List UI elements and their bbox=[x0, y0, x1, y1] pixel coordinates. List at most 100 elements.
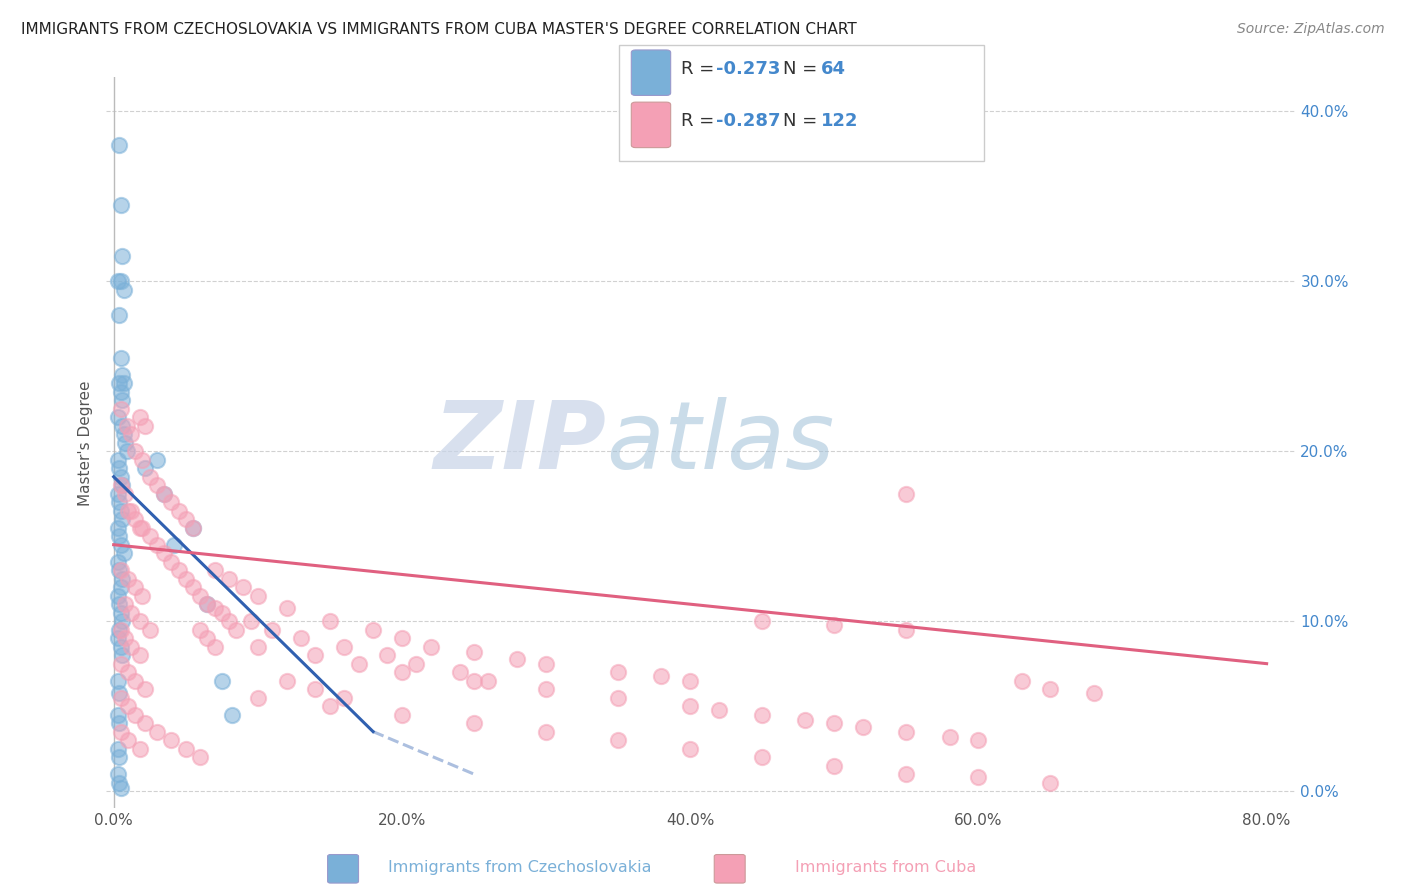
Point bbox=[110, 478, 132, 492]
Point bbox=[896, 724, 918, 739]
Point bbox=[751, 750, 773, 764]
Text: ZIP: ZIP bbox=[433, 397, 606, 489]
Point bbox=[377, 648, 399, 662]
Text: -0.287: -0.287 bbox=[716, 112, 780, 130]
Point bbox=[751, 614, 773, 628]
Point bbox=[110, 640, 132, 654]
Point bbox=[124, 580, 146, 594]
Point bbox=[794, 713, 817, 727]
Point bbox=[138, 469, 160, 483]
Point bbox=[107, 452, 129, 467]
Point bbox=[114, 435, 136, 450]
Point bbox=[361, 623, 384, 637]
Point bbox=[204, 640, 226, 654]
Point bbox=[607, 665, 630, 680]
Point bbox=[188, 623, 211, 637]
Point bbox=[204, 563, 226, 577]
Point bbox=[111, 512, 134, 526]
Point bbox=[679, 741, 702, 756]
Point bbox=[107, 741, 129, 756]
Point bbox=[114, 597, 136, 611]
Point bbox=[276, 600, 298, 615]
Point bbox=[823, 758, 845, 772]
Point bbox=[319, 614, 342, 628]
Point bbox=[163, 538, 186, 552]
Point bbox=[134, 716, 156, 731]
Point bbox=[110, 563, 132, 577]
Point bbox=[111, 368, 134, 382]
Point bbox=[108, 376, 131, 391]
Point bbox=[110, 538, 132, 552]
Point bbox=[120, 640, 142, 654]
Point bbox=[239, 614, 262, 628]
Point bbox=[938, 730, 960, 744]
Point bbox=[107, 589, 129, 603]
Point bbox=[124, 707, 146, 722]
Point bbox=[506, 651, 529, 665]
Point bbox=[110, 606, 132, 620]
Point bbox=[896, 487, 918, 501]
Point bbox=[823, 617, 845, 632]
Point bbox=[110, 724, 132, 739]
Point bbox=[211, 673, 233, 688]
Point bbox=[181, 580, 204, 594]
Point bbox=[246, 640, 269, 654]
Point bbox=[463, 716, 485, 731]
Point bbox=[218, 614, 240, 628]
Point bbox=[1039, 775, 1062, 789]
Point bbox=[823, 716, 845, 731]
Point bbox=[134, 461, 156, 475]
Point bbox=[110, 384, 132, 399]
Point bbox=[160, 733, 183, 747]
Point bbox=[107, 631, 129, 645]
Point bbox=[108, 750, 131, 764]
Point bbox=[896, 767, 918, 781]
Point bbox=[391, 707, 413, 722]
Point bbox=[131, 589, 153, 603]
Point bbox=[114, 487, 136, 501]
Point bbox=[211, 606, 233, 620]
Point bbox=[347, 657, 370, 671]
Point bbox=[463, 645, 485, 659]
Point bbox=[110, 690, 132, 705]
Text: N =: N = bbox=[783, 60, 823, 78]
Point bbox=[174, 512, 197, 526]
Point bbox=[134, 682, 156, 697]
Text: R =: R = bbox=[681, 60, 720, 78]
Point bbox=[110, 351, 132, 365]
Point bbox=[1039, 682, 1062, 697]
Point bbox=[153, 487, 176, 501]
Point bbox=[108, 775, 131, 789]
Point bbox=[167, 563, 190, 577]
Y-axis label: Master's Degree: Master's Degree bbox=[79, 380, 93, 506]
Point bbox=[120, 606, 142, 620]
Point bbox=[108, 716, 131, 731]
Point bbox=[110, 401, 132, 416]
Point bbox=[110, 504, 132, 518]
Point bbox=[110, 580, 132, 594]
Point bbox=[534, 682, 557, 697]
Text: IMMIGRANTS FROM CZECHOSLOVAKIA VS IMMIGRANTS FROM CUBA MASTER'S DEGREE CORRELATI: IMMIGRANTS FROM CZECHOSLOVAKIA VS IMMIGR… bbox=[21, 22, 856, 37]
Point bbox=[181, 521, 204, 535]
Point bbox=[108, 597, 131, 611]
Point bbox=[108, 685, 131, 699]
Point bbox=[679, 673, 702, 688]
Point bbox=[160, 555, 183, 569]
Point bbox=[124, 673, 146, 688]
Point bbox=[128, 741, 150, 756]
Point bbox=[111, 478, 134, 492]
Point bbox=[146, 478, 169, 492]
Point bbox=[225, 623, 247, 637]
Point bbox=[607, 690, 630, 705]
Point bbox=[108, 138, 131, 153]
Point bbox=[167, 504, 190, 518]
Point bbox=[107, 707, 129, 722]
Point bbox=[107, 521, 129, 535]
Point bbox=[218, 572, 240, 586]
Point bbox=[115, 418, 138, 433]
Point bbox=[276, 673, 298, 688]
Point bbox=[195, 597, 218, 611]
Point bbox=[138, 529, 160, 543]
Point bbox=[124, 512, 146, 526]
Point bbox=[391, 665, 413, 680]
